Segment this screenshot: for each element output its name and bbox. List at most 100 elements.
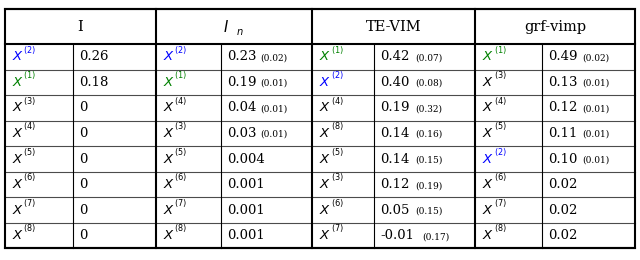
Text: 0: 0: [79, 101, 87, 114]
Text: 0.19: 0.19: [380, 101, 410, 114]
Text: $X$: $X$: [163, 178, 175, 191]
Text: 0.02: 0.02: [548, 178, 578, 191]
Text: (0.01): (0.01): [582, 155, 610, 165]
Text: 0.001: 0.001: [227, 178, 265, 191]
Text: $X$: $X$: [12, 76, 24, 89]
Text: $X$: $X$: [163, 76, 175, 89]
Text: $(6)$: $(6)$: [494, 171, 507, 183]
Text: $(7)$: $(7)$: [332, 222, 344, 235]
Text: $X$: $X$: [482, 153, 494, 166]
Text: 0.02: 0.02: [548, 204, 578, 217]
Text: $X$: $X$: [163, 50, 175, 63]
Text: $(8)$: $(8)$: [494, 222, 507, 235]
Text: $(6)$: $(6)$: [174, 171, 187, 183]
Text: 0.23: 0.23: [227, 50, 257, 63]
Text: $(2)$: $(2)$: [23, 44, 36, 56]
Text: $(6)$: $(6)$: [332, 197, 344, 209]
Text: $X$: $X$: [482, 204, 494, 217]
Text: $(7)$: $(7)$: [494, 197, 507, 209]
Text: $(1)$: $(1)$: [494, 44, 507, 56]
Text: $(8)$: $(8)$: [174, 222, 187, 235]
Text: 0.004: 0.004: [227, 153, 265, 166]
Text: $(4)$: $(4)$: [174, 95, 187, 107]
Text: 0: 0: [79, 204, 87, 217]
Text: (0.15): (0.15): [415, 155, 442, 165]
Text: $X$: $X$: [163, 204, 175, 217]
Text: (0.02): (0.02): [582, 54, 610, 62]
Text: (0.17): (0.17): [422, 232, 450, 241]
Text: $(8)$: $(8)$: [332, 120, 344, 132]
Text: $(2)$: $(2)$: [174, 44, 187, 56]
Text: (0.01): (0.01): [260, 105, 288, 114]
Text: -0.01: -0.01: [380, 229, 414, 242]
Text: $(4)$: $(4)$: [332, 95, 344, 107]
Text: $I$: $I$: [223, 19, 229, 35]
Text: $(2)$: $(2)$: [494, 146, 507, 158]
Text: 0.49: 0.49: [548, 50, 578, 63]
Text: $X$: $X$: [319, 50, 331, 63]
Text: $X$: $X$: [319, 127, 331, 140]
Text: 0.18: 0.18: [79, 76, 108, 89]
Text: $(1)$: $(1)$: [332, 44, 344, 56]
Text: $X$: $X$: [12, 127, 24, 140]
Text: $X$: $X$: [319, 101, 331, 114]
Text: (0.01): (0.01): [582, 79, 610, 88]
Text: 0.40: 0.40: [380, 76, 410, 89]
Text: $X$: $X$: [12, 153, 24, 166]
Text: (0.19): (0.19): [415, 181, 442, 190]
Text: (0.16): (0.16): [415, 130, 442, 139]
Text: 0.001: 0.001: [227, 229, 265, 242]
Text: (0.07): (0.07): [415, 54, 442, 62]
Text: $n$: $n$: [236, 27, 244, 37]
Text: $(5)$: $(5)$: [494, 120, 507, 132]
Text: $(5)$: $(5)$: [174, 146, 187, 158]
Text: 0.12: 0.12: [548, 101, 578, 114]
Text: $(3)$: $(3)$: [332, 171, 344, 183]
Text: (0.01): (0.01): [260, 79, 288, 88]
Text: $(3)$: $(3)$: [174, 120, 187, 132]
Text: (0.01): (0.01): [582, 105, 610, 114]
Text: $(7)$: $(7)$: [23, 197, 36, 209]
Text: $(1)$: $(1)$: [174, 69, 187, 81]
Text: $(4)$: $(4)$: [23, 120, 36, 132]
Text: $X$: $X$: [482, 229, 494, 242]
Text: $X$: $X$: [319, 76, 331, 89]
Text: 0.03: 0.03: [227, 127, 257, 140]
Text: $X$: $X$: [482, 127, 494, 140]
Text: (0.01): (0.01): [582, 130, 610, 139]
Text: $(5)$: $(5)$: [332, 146, 344, 158]
Text: $X$: $X$: [319, 153, 331, 166]
Text: $X$: $X$: [319, 229, 331, 242]
Text: $X$: $X$: [12, 178, 24, 191]
Text: 0.42: 0.42: [380, 50, 410, 63]
Text: $X$: $X$: [12, 101, 24, 114]
Text: $(2)$: $(2)$: [332, 69, 344, 81]
Text: 0.001: 0.001: [227, 204, 265, 217]
Text: $X$: $X$: [482, 178, 494, 191]
Text: 0.14: 0.14: [380, 127, 410, 140]
Text: (0.32): (0.32): [415, 105, 442, 114]
Text: $X$: $X$: [163, 153, 175, 166]
Text: (0.15): (0.15): [415, 206, 442, 216]
Text: $X$: $X$: [482, 50, 494, 63]
Text: $X$: $X$: [482, 76, 494, 89]
Text: 0.14: 0.14: [380, 153, 410, 166]
Text: grf-vimp: grf-vimp: [524, 20, 586, 34]
Text: (0.02): (0.02): [260, 54, 288, 62]
Text: $X$: $X$: [319, 178, 331, 191]
Text: (0.01): (0.01): [260, 130, 288, 139]
Text: 0: 0: [79, 127, 87, 140]
Text: 0.19: 0.19: [227, 76, 257, 89]
Text: 0: 0: [79, 229, 87, 242]
Text: $(8)$: $(8)$: [23, 222, 36, 235]
Text: $(3)$: $(3)$: [494, 69, 507, 81]
Text: 0.12: 0.12: [380, 178, 410, 191]
Text: 0.05: 0.05: [380, 204, 410, 217]
Text: $(3)$: $(3)$: [23, 95, 36, 107]
Text: 0.02: 0.02: [548, 229, 578, 242]
Text: $(6)$: $(6)$: [23, 171, 36, 183]
Text: 0.04: 0.04: [227, 101, 257, 114]
Text: TE-VIM: TE-VIM: [365, 20, 421, 34]
Text: I: I: [77, 20, 83, 34]
Text: (0.08): (0.08): [415, 79, 442, 88]
